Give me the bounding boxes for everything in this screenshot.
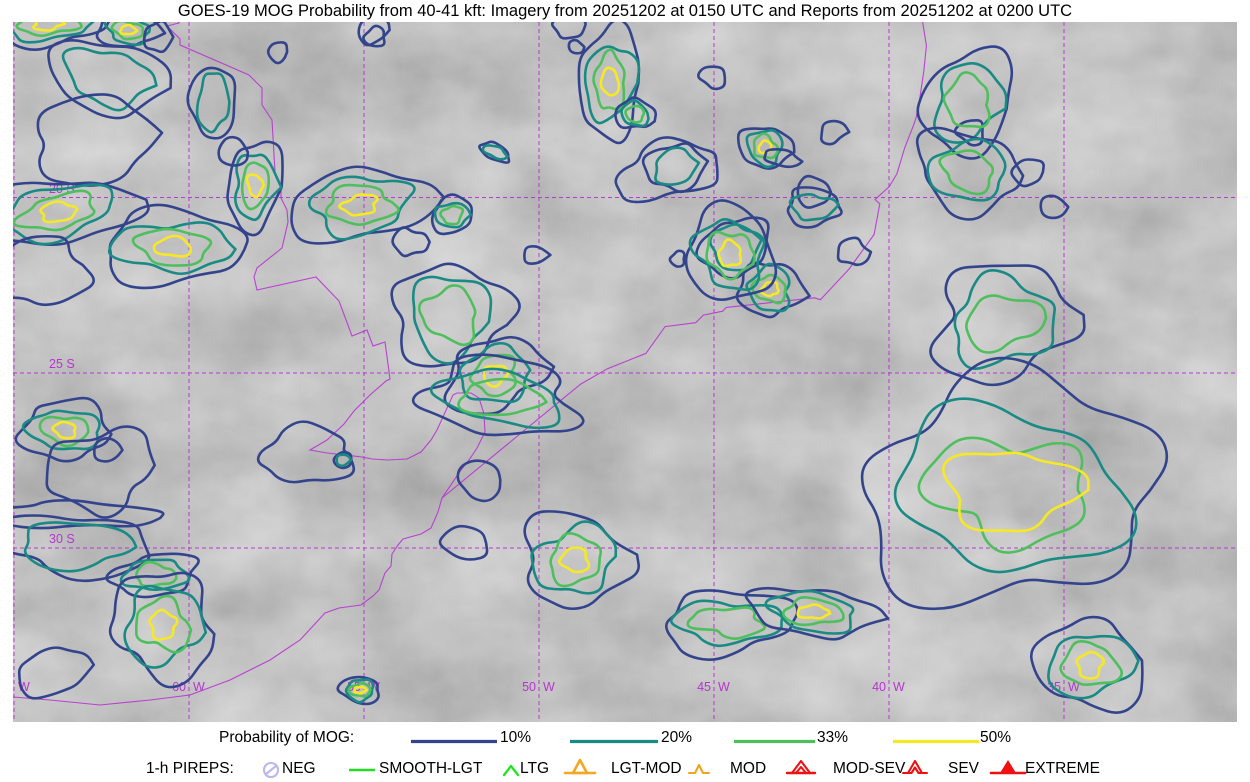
svg-text:W: W [893,680,905,694]
svg-text:Probability of MOG:: Probability of MOG: [219,729,354,746]
svg-text:LTG: LTG [520,760,549,777]
svg-text:50: 50 [522,680,536,694]
svg-text:40: 40 [872,680,886,694]
svg-text:W: W [543,680,555,694]
svg-text:30 S: 30 S [49,532,75,546]
svg-text:1-h PIREPS:: 1-h PIREPS: [146,760,234,777]
svg-text:MOD-SEV: MOD-SEV [833,760,906,777]
svg-text:50%: 50% [980,729,1011,746]
svg-text:EXTREME: EXTREME [1025,760,1100,777]
svg-text:20%: 20% [661,729,692,746]
svg-text:25 S: 25 S [49,357,75,371]
svg-text:SMOOTH-LGT: SMOOTH-LGT [379,760,483,777]
svg-text:SEV: SEV [948,760,980,777]
svg-text:33%: 33% [817,729,848,746]
svg-text:W: W [718,680,730,694]
svg-text:45: 45 [697,680,711,694]
svg-text:MOD: MOD [730,760,766,777]
svg-text:10%: 10% [500,729,531,746]
svg-text:NEG: NEG [282,760,316,777]
svg-text:LGT-MOD: LGT-MOD [611,760,682,777]
